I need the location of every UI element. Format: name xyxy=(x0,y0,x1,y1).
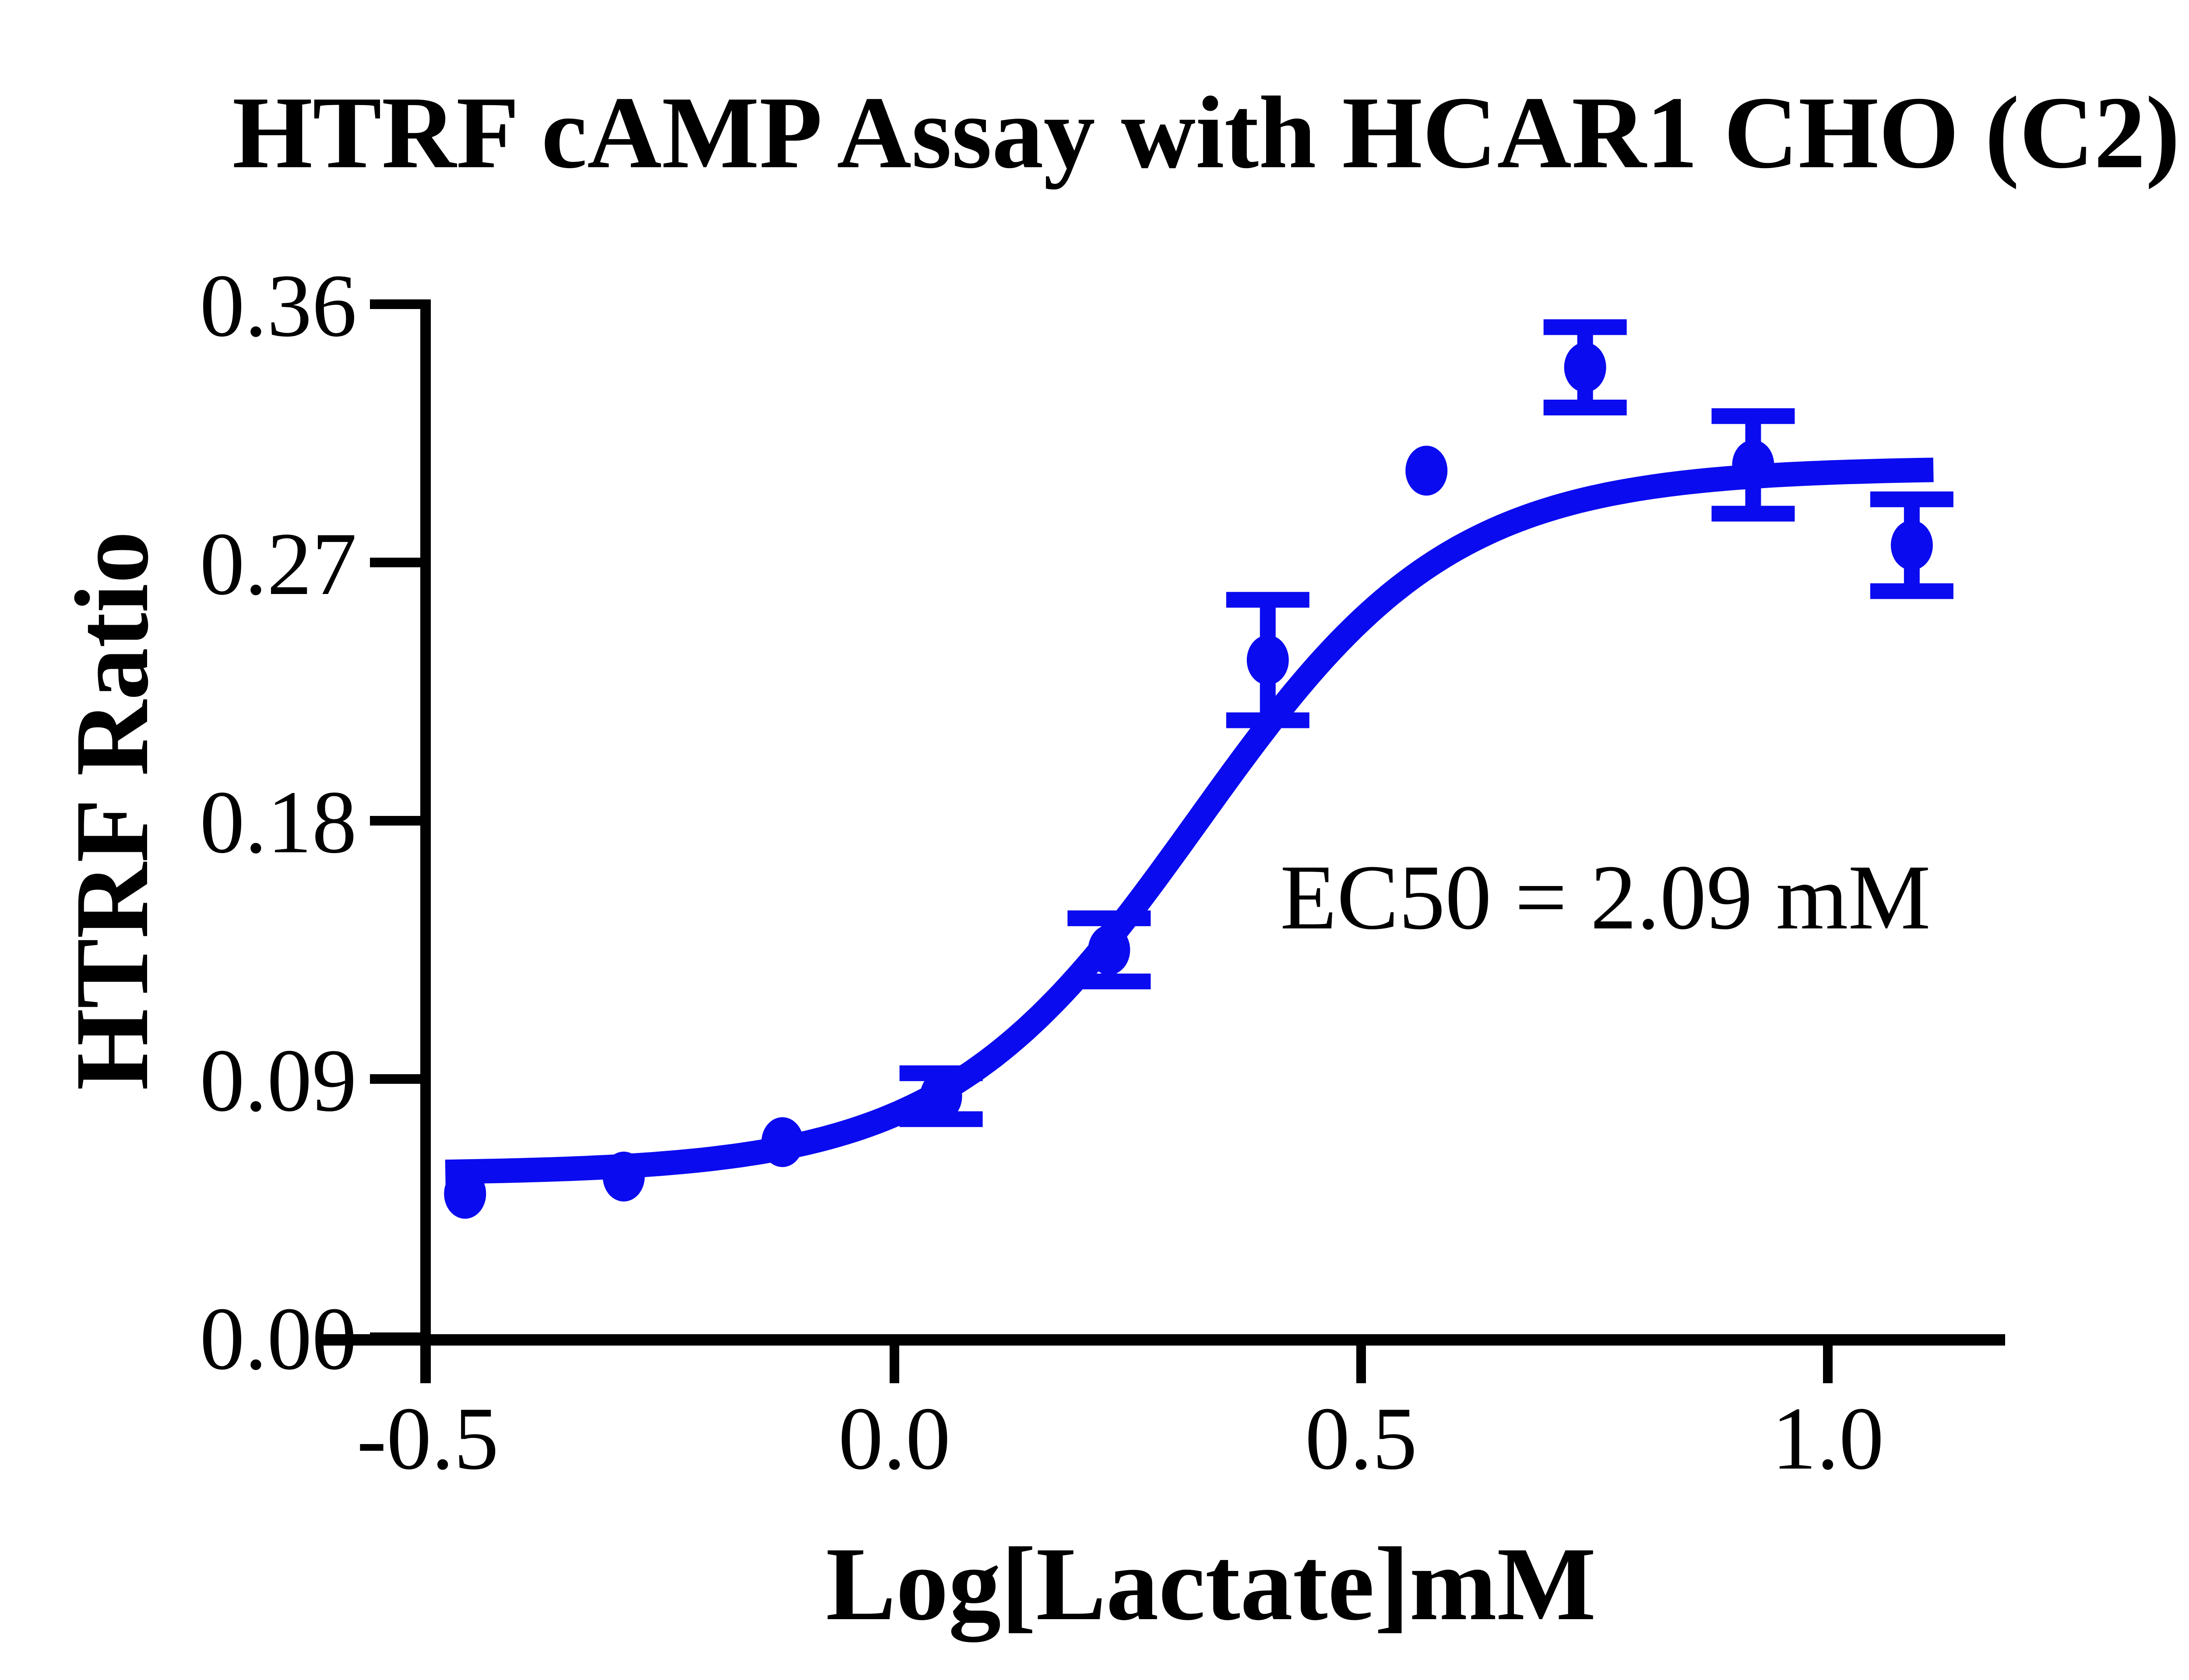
y-tick xyxy=(370,1074,421,1084)
x-tick xyxy=(1356,1346,1366,1383)
x-axis-line xyxy=(316,1334,2005,1346)
y-tick-label: 0.00 xyxy=(200,1289,357,1388)
x-tick-label: -0.5 xyxy=(357,1389,499,1488)
y-tick-label: 0.36 xyxy=(200,256,357,355)
x-axis-title: Log[Lactate]mM xyxy=(826,1525,1596,1642)
x-tick-label: 0.5 xyxy=(1305,1389,1417,1488)
x-tick-label: 0.0 xyxy=(838,1389,950,1488)
data-point xyxy=(1890,520,1933,570)
data-point xyxy=(1732,440,1774,490)
data-point xyxy=(444,1169,486,1219)
y-tick-label: 0.27 xyxy=(200,514,357,614)
data-point xyxy=(602,1151,645,1202)
y-tick xyxy=(370,299,421,309)
data-point xyxy=(1564,342,1606,393)
y-tick xyxy=(370,1332,421,1342)
x-tick xyxy=(890,1346,899,1383)
chart-title: HTRF cAMP Assay with HCAR1 CHO (C2) xyxy=(232,76,2180,190)
data-point xyxy=(1088,924,1130,975)
ec50-annotation: EC50 = 2.09 mM xyxy=(1280,846,1931,949)
data-point xyxy=(761,1117,804,1167)
y-tick-label: 0.18 xyxy=(200,773,357,872)
y-axis-line xyxy=(420,299,431,1383)
x-tick-label: 1.0 xyxy=(1772,1389,1884,1488)
y-tick xyxy=(370,815,421,826)
y-tick xyxy=(370,557,421,567)
data-point xyxy=(920,1071,962,1121)
data-point xyxy=(1405,446,1448,496)
y-tick-label: 0.09 xyxy=(200,1031,357,1130)
fit-curve xyxy=(445,457,1934,1184)
x-tick xyxy=(1823,1346,1833,1383)
data-point xyxy=(1246,635,1289,685)
